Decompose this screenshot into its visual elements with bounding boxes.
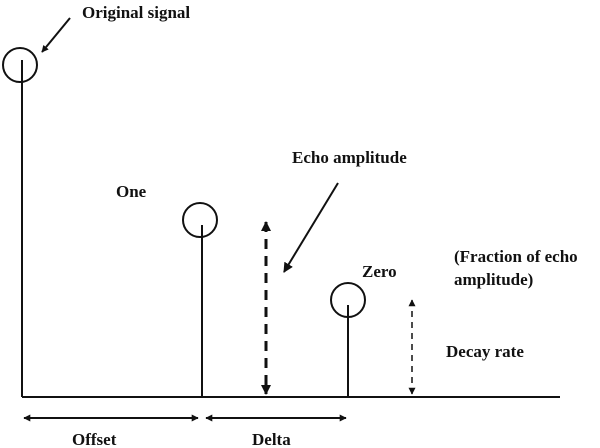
original-signal-pointer-arrow: [41, 17, 71, 53]
echo-amplitude-label: Echo amplitude: [292, 148, 407, 167]
original-signal-label: Original signal: [82, 3, 190, 22]
offset-label: Offset: [72, 430, 117, 448]
delta-label: Delta: [252, 430, 291, 448]
one-label: One: [116, 182, 147, 201]
one-echo-circle: [182, 202, 218, 238]
zero-echo-circle: [330, 282, 366, 318]
fraction-label-line1: (Fraction of echo: [454, 247, 578, 266]
original-signal-circle: [2, 47, 38, 83]
echo-amplitude-pointer-arrow: [283, 182, 339, 273]
zero-label: Zero: [362, 262, 397, 281]
fraction-label-line2: amplitude): [454, 270, 533, 289]
decay-rate-label: Decay rate: [446, 342, 524, 361]
